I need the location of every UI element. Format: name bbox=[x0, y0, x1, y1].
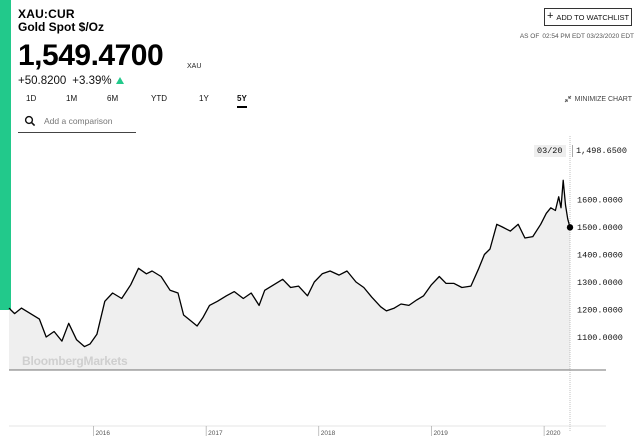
tab-5y[interactable]: 5Y bbox=[237, 94, 247, 108]
y-tick-label: 1200.0000 bbox=[577, 306, 623, 316]
plus-icon: + bbox=[546, 10, 554, 22]
x-tick-label: 2020 bbox=[546, 430, 561, 437]
as-of-timestamp: AS OF 02:54 PM EDT 03/23/2020 EDT bbox=[520, 33, 634, 40]
y-tick-label: 1300.0000 bbox=[577, 278, 623, 288]
currency-code: XAU bbox=[187, 63, 202, 70]
price-change: +50.8200 +3.39% bbox=[18, 75, 124, 87]
net-change: +50.8200 bbox=[18, 75, 67, 87]
up-arrow-icon bbox=[115, 77, 124, 84]
x-tick-label: 2019 bbox=[433, 430, 448, 437]
x-tick-label: 2017 bbox=[208, 430, 223, 437]
last-price: 1,549.4700 bbox=[18, 39, 164, 72]
search-icon bbox=[24, 115, 36, 127]
tooltip-date: 03/20 bbox=[534, 145, 566, 157]
comparison-input[interactable] bbox=[42, 115, 136, 127]
tab-1y[interactable]: 1Y bbox=[199, 94, 209, 103]
price-chart[interactable]: 1600.0000 1500.0000 1400.0000 1300.0000 1200… bbox=[0, 136, 640, 438]
y-tick-label: 1500.0000 bbox=[577, 223, 623, 233]
bloomberg-markets-watermark: BloombergMarkets bbox=[22, 354, 128, 368]
minimize-chart-button[interactable]: MINIMIZE CHART bbox=[564, 95, 632, 103]
percent-change: +3.39% bbox=[72, 75, 112, 87]
y-tick-label: 1100.0000 bbox=[577, 333, 623, 343]
price-line bbox=[8, 179, 571, 348]
add-to-watchlist-label: ADD TO WATCHLIST bbox=[556, 12, 630, 22]
x-tick-label: 2018 bbox=[321, 430, 336, 437]
accent-bar bbox=[0, 0, 11, 310]
comparison-search bbox=[18, 110, 136, 133]
y-tick-label: 1400.0000 bbox=[577, 251, 623, 261]
tab-1m[interactable]: 1M bbox=[66, 94, 78, 103]
as-of-value: 02:54 PM EDT 03/23/2020 EDT bbox=[542, 33, 634, 40]
y-tick-label: 1600.0000 bbox=[577, 196, 623, 206]
price-area bbox=[9, 180, 570, 370]
tab-1d[interactable]: 1D bbox=[26, 94, 37, 103]
ticker-symbol: XAU:CUR bbox=[18, 7, 75, 21]
instrument-name: Gold Spot $/Oz bbox=[18, 20, 104, 34]
minimize-chart-label: MINIMIZE CHART bbox=[574, 95, 632, 103]
last-point-marker bbox=[566, 224, 574, 231]
tooltip-value: 1,498.6500 bbox=[572, 145, 631, 157]
tab-ytd[interactable]: YTD bbox=[151, 94, 167, 103]
tab-6m[interactable]: 6M bbox=[107, 94, 119, 103]
as-of-label: AS OF bbox=[519, 33, 540, 40]
add-to-watchlist-button[interactable]: + ADD TO WATCHLIST bbox=[544, 8, 632, 26]
minimize-icon bbox=[564, 95, 571, 103]
x-tick-label: 2016 bbox=[95, 430, 110, 437]
